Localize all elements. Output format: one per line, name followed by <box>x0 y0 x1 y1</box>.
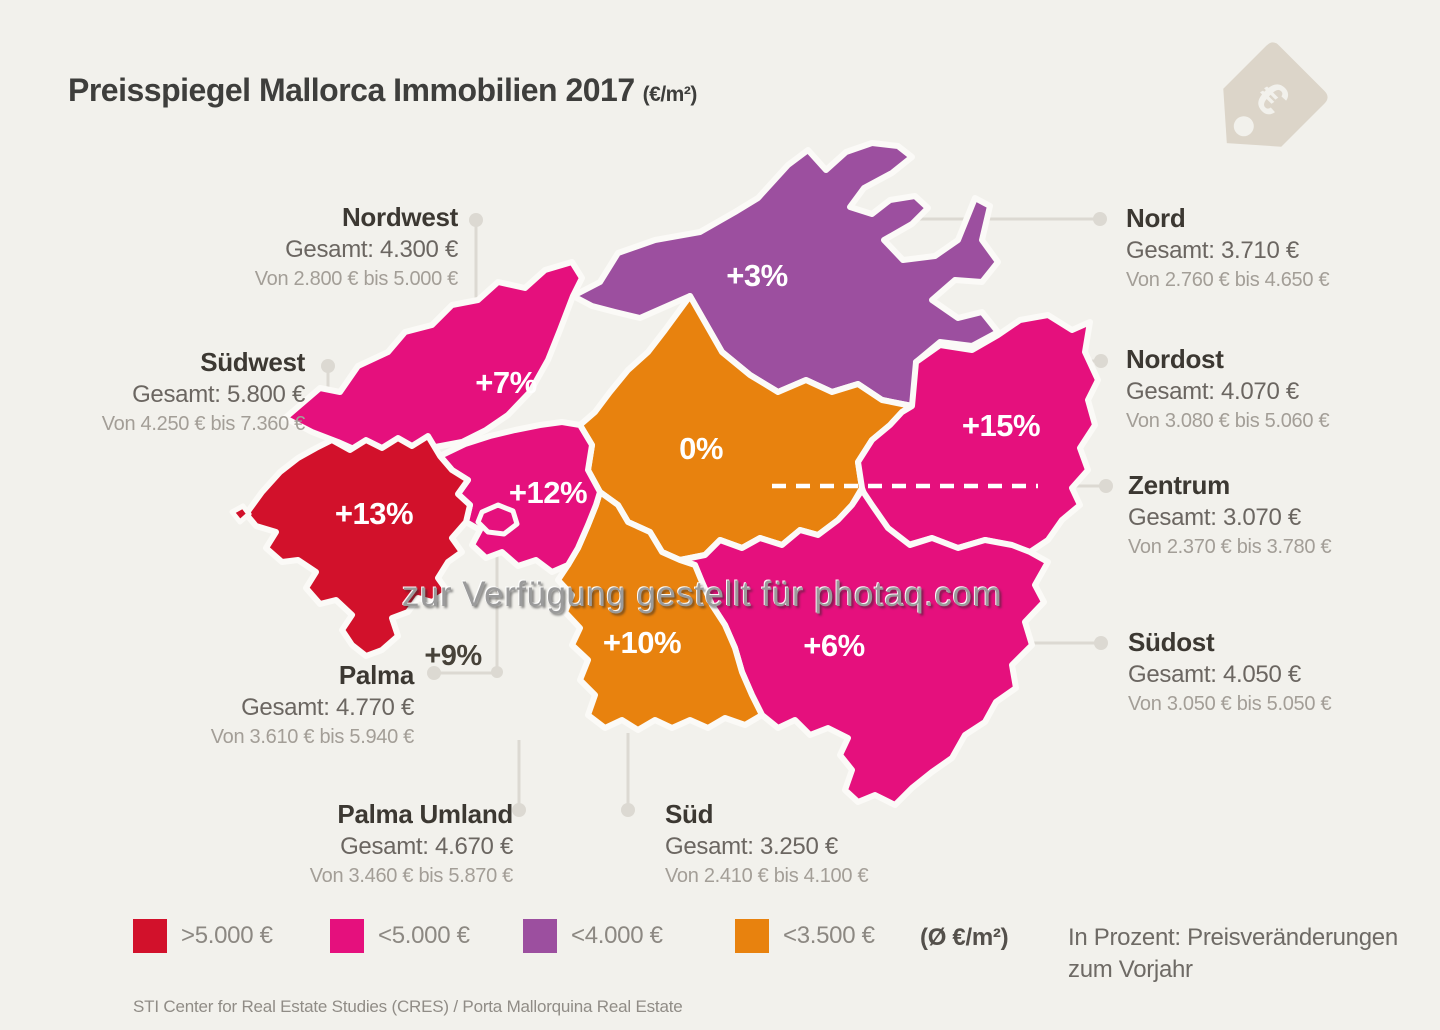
legend-item-red: >5.000 € <box>133 919 273 953</box>
region-name: Südwest <box>200 347 305 377</box>
change-label-suedost: +6% <box>803 628 864 663</box>
source-note: STI Center for Real Estate Studies (CRES… <box>133 997 683 1016</box>
change-label-palma-umland: +12% <box>509 475 587 510</box>
region-shape-suedwest <box>243 433 473 659</box>
change-label-zentrum: 0% <box>679 431 723 466</box>
region-label-suedost: Südost Gesamt: 4.050 € Von 3.050 € bis 5… <box>1128 627 1332 716</box>
region-gesamt: Gesamt: 3.250 € <box>665 832 838 860</box>
region-range: Von 3.050 € bis 5.050 € <box>1128 693 1332 716</box>
legend-item-purple: <4.000 € <box>523 919 663 953</box>
region-label-nordost: Nordost Gesamt: 4.070 € Von 3.080 € bis … <box>1126 344 1330 433</box>
region-label-zentrum: Zentrum Gesamt: 3.070 € Von 2.370 € bis … <box>1128 470 1332 559</box>
region-name: Südost <box>1128 627 1215 657</box>
region-range: Von 4.250 € bis 7.360 € <box>101 413 306 436</box>
legend-label-red: >5.000 € <box>181 922 273 949</box>
legend-percent-note: In Prozent: Preisveränderungen zum Vorja… <box>1068 924 1398 984</box>
change-label-suedwest: +13% <box>335 496 413 531</box>
region-gesamt: Gesamt: 4.070 € <box>1126 377 1299 405</box>
region-label-palma: Palma Gesamt: 4.770 € Von 3.610 € bis 5.… <box>210 660 415 749</box>
price-tag-icon: € <box>1223 42 1328 147</box>
legend-swatch-pink <box>330 919 364 953</box>
region-shape-dragonera-islet <box>229 503 252 525</box>
region-gesamt: Gesamt: 3.710 € <box>1126 236 1299 264</box>
map-regions <box>229 140 1101 808</box>
legend-swatch-red <box>133 919 167 953</box>
legend-label-pink: <5.000 € <box>378 922 470 949</box>
region-gesamt: Gesamt: 4.050 € <box>1128 660 1301 688</box>
region-name: Nordost <box>1126 344 1224 374</box>
region-range: Von 3.080 € bis 5.060 € <box>1126 410 1330 433</box>
change-label-nord: +3% <box>726 258 787 293</box>
region-gesamt: Gesamt: 5.800 € <box>132 380 305 408</box>
region-gesamt: Gesamt: 3.070 € <box>1128 503 1301 531</box>
region-label-nord: Nord Gesamt: 3.710 € Von 2.760 € bis 4.6… <box>1126 203 1330 292</box>
page-title-unit: (€/m²) <box>642 83 698 106</box>
page-title: Preisspiegel Mallorca Immobilien 2017 (€/… <box>68 72 697 109</box>
region-range: Von 2.760 € bis 4.650 € <box>1126 269 1330 292</box>
region-name: Nord <box>1126 203 1186 233</box>
legend-label-orange: <3.500 € <box>783 922 875 949</box>
legend-item-pink: <5.000 € <box>330 919 470 953</box>
region-shape-sued <box>555 489 765 733</box>
region-name: Nordwest <box>341 202 458 232</box>
region-label-nordwest: Nordwest Gesamt: 4.300 € Von 2.800 € bis… <box>254 202 459 291</box>
change-label-nordost: +15% <box>962 408 1040 443</box>
legend-swatch-purple <box>523 919 557 953</box>
region-range: Von 3.460 € bis 5.870 € <box>309 865 514 888</box>
region-name: Palma <box>338 660 414 690</box>
region-name: Zentrum <box>1128 470 1230 500</box>
watermark: zur Verfügung gestellt für photaq.com <box>401 575 1003 614</box>
region-name: Süd <box>665 799 714 829</box>
region-range: Von 2.410 € bis 4.100 € <box>665 865 869 888</box>
region-gesamt: Gesamt: 4.300 € <box>285 235 458 263</box>
region-name: Palma Umland <box>337 799 513 829</box>
change-label-sued: +10% <box>603 625 681 660</box>
region-shape-nordost <box>855 312 1101 555</box>
region-label-palma-umland: Palma Umland Gesamt: 4.670 € Von 3.460 €… <box>309 799 514 888</box>
region-gesamt: Gesamt: 4.670 € <box>340 832 513 860</box>
region-label-sued: Süd Gesamt: 3.250 € Von 2.410 € bis 4.10… <box>665 799 869 888</box>
change-label-nordwest: +7% <box>475 365 536 400</box>
map-change-labels: +3% +7% 0% +15% +13% +12% +10% +6% +9% <box>335 258 1041 672</box>
region-range: Von 2.370 € bis 3.780 € <box>1128 536 1332 559</box>
region-shape-palma-city <box>475 502 520 537</box>
region-gesamt: Gesamt: 4.770 € <box>241 693 414 721</box>
region-shape-suedost <box>677 487 1051 808</box>
region-label-suedwest: Südwest Gesamt: 5.800 € Von 4.250 € bis … <box>101 347 306 436</box>
page-title-text: Preisspiegel Mallorca Immobilien 2017 <box>68 72 635 108</box>
legend-unit-note: (Ø €/m²) <box>920 924 1009 951</box>
legend-item-orange: <3.500 € <box>735 919 875 953</box>
region-range: Von 3.610 € bis 5.940 € <box>210 726 415 749</box>
legend-swatch-orange <box>735 919 769 953</box>
change-label-palma: +9% <box>424 640 482 672</box>
region-range: Von 2.800 € bis 5.000 € <box>254 268 459 291</box>
legend-label-purple: <4.000 € <box>571 922 663 949</box>
